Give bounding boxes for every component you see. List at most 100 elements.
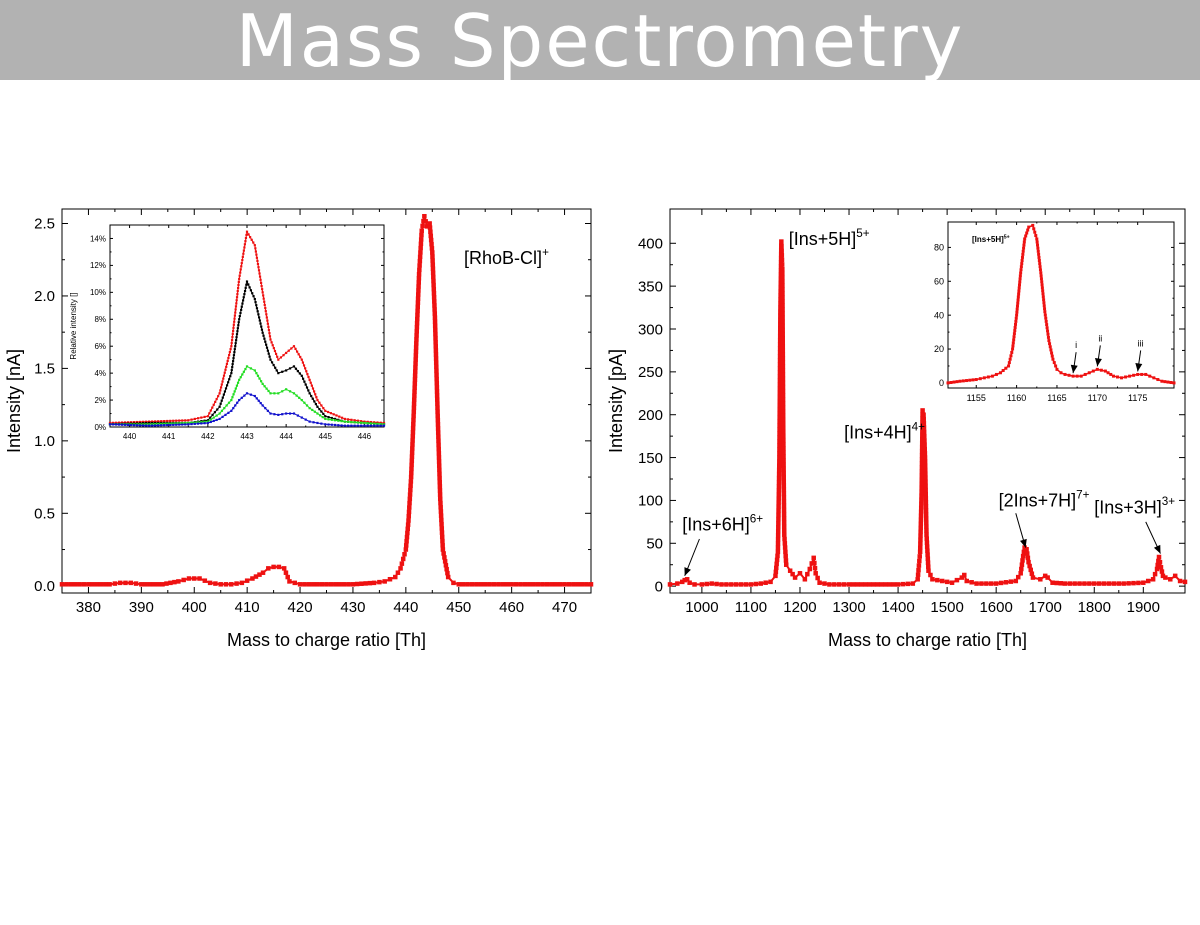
right-inset-series-point xyxy=(958,379,962,383)
left-inset-series-0-marker xyxy=(306,372,309,376)
right-x-tick-label: 1900 xyxy=(1127,599,1160,616)
right-series-marker xyxy=(809,561,814,566)
left-series-marker xyxy=(406,509,412,515)
left-series-marker xyxy=(434,376,439,382)
right-series-marker xyxy=(753,581,759,587)
right-series-marker xyxy=(1096,581,1102,586)
left-inset-series-1-marker xyxy=(294,367,298,370)
right-inset-series-marker xyxy=(1042,298,1046,302)
right-series-point xyxy=(939,578,945,584)
left-inset-series-3-marker xyxy=(166,423,169,427)
left-inset-series-0-marker xyxy=(271,344,274,347)
left-series-marker xyxy=(417,258,423,264)
right-series-marker xyxy=(782,545,788,550)
right-series-marker xyxy=(776,471,782,477)
right-series-marker xyxy=(780,270,785,276)
left-series-marker xyxy=(377,579,382,585)
left-inset-series-0-marker xyxy=(249,236,252,239)
left-inset-series-1-marker xyxy=(234,342,237,345)
left-inset-series-0-marker xyxy=(222,374,226,377)
right-series-marker xyxy=(922,438,927,443)
left-series-marker xyxy=(413,357,418,362)
left-inset-series-0-marker xyxy=(373,421,376,424)
right-inset-series-point xyxy=(1043,310,1047,314)
left-series-point xyxy=(445,574,451,580)
left-inset-series-3-marker xyxy=(142,424,145,427)
right-inset-series-marker xyxy=(1017,289,1021,293)
left-series-marker xyxy=(430,270,436,276)
left-inset-series-3-marker xyxy=(151,424,154,427)
left-inset-series-0-marker xyxy=(236,290,239,293)
left-inset-series-0-marker xyxy=(335,414,338,417)
right-inset-series-point xyxy=(1055,367,1059,371)
left-inset-series-1-marker xyxy=(238,315,241,318)
left-inset-series-1-marker xyxy=(258,319,261,322)
left-inset-series-0-marker xyxy=(276,355,279,358)
left-inset-series-0-marker xyxy=(172,419,175,422)
right-series-point xyxy=(921,412,926,417)
left-series-point xyxy=(218,582,223,587)
right-series-marker xyxy=(812,560,817,566)
right-inset-series-point xyxy=(1023,237,1027,241)
left-inset-series-3-marker xyxy=(232,407,235,410)
left-inset-y-tick-label: 12% xyxy=(90,261,106,270)
left-series-point xyxy=(176,579,181,584)
left-series-marker xyxy=(436,434,441,439)
right-series-point xyxy=(782,532,787,537)
left-inset-series-0-marker xyxy=(322,407,325,410)
left-x-tick-label: 410 xyxy=(235,599,260,616)
left-inset-series-0-marker xyxy=(258,275,262,278)
right-inset-series-marker xyxy=(1022,240,1026,244)
left-series-marker xyxy=(415,316,420,322)
left-inset-series-1-marker xyxy=(232,357,235,360)
left-inset-series-0-marker xyxy=(151,420,154,423)
right-series-marker xyxy=(917,554,922,559)
right-inset-series-marker xyxy=(952,380,956,384)
left-series-marker xyxy=(413,353,419,358)
left-inset-series-2-point xyxy=(300,398,303,402)
left-series-marker xyxy=(423,219,428,224)
left-inset-y-tick-label: 0% xyxy=(94,423,106,432)
left-inset-series-0-marker xyxy=(232,326,235,329)
left-inset-series-2-marker xyxy=(256,374,260,377)
right-inset-x-tick-label: 1170 xyxy=(1088,393,1107,403)
right-series-marker xyxy=(781,421,786,426)
right-series-marker xyxy=(780,299,785,304)
left-inset-series-0-marker xyxy=(267,325,270,328)
left-series-marker xyxy=(434,368,439,374)
right-series-marker xyxy=(780,348,786,353)
right-inset-series-marker xyxy=(1014,316,1018,320)
left-inset-series-0-marker xyxy=(184,419,187,422)
left-inset-series-2-point xyxy=(238,378,241,381)
right-series-marker xyxy=(777,451,782,456)
right-series-marker xyxy=(777,410,782,416)
right-series-marker xyxy=(915,572,921,577)
left-series-marker xyxy=(415,308,420,314)
right-series-marker xyxy=(928,572,933,578)
left-inset-series-0-marker xyxy=(211,406,214,409)
left-inset-series-2-marker xyxy=(295,394,298,397)
right-series-point xyxy=(1101,581,1107,586)
left-series-marker xyxy=(432,323,438,329)
left-series-point xyxy=(382,579,387,584)
left-y-tick-label: 0.5 xyxy=(34,506,55,523)
left-inset-series-2-marker xyxy=(321,416,324,419)
right-series-marker xyxy=(918,509,924,515)
left-series-marker xyxy=(438,513,444,518)
right-series-marker xyxy=(887,582,893,587)
right-inset-series-marker xyxy=(1038,265,1042,269)
right-inset-series-marker xyxy=(1043,313,1047,317)
left-series-point xyxy=(281,566,287,571)
right-inset-series-point xyxy=(1051,357,1055,361)
left-series-marker xyxy=(442,555,447,560)
left-inset-series-0-point xyxy=(238,277,241,280)
left-series-point xyxy=(451,580,456,586)
left-inset-series-1-point xyxy=(261,331,264,334)
left-series-marker xyxy=(64,582,69,587)
left-inset-series-0-marker xyxy=(227,356,230,360)
left-series-point xyxy=(424,224,430,229)
left-inset-series-1-marker xyxy=(264,340,267,343)
left-inset-x-tick-label: 440 xyxy=(123,432,137,441)
right-series-marker xyxy=(1003,580,1009,585)
left-inset-series-0-marker xyxy=(287,349,290,352)
